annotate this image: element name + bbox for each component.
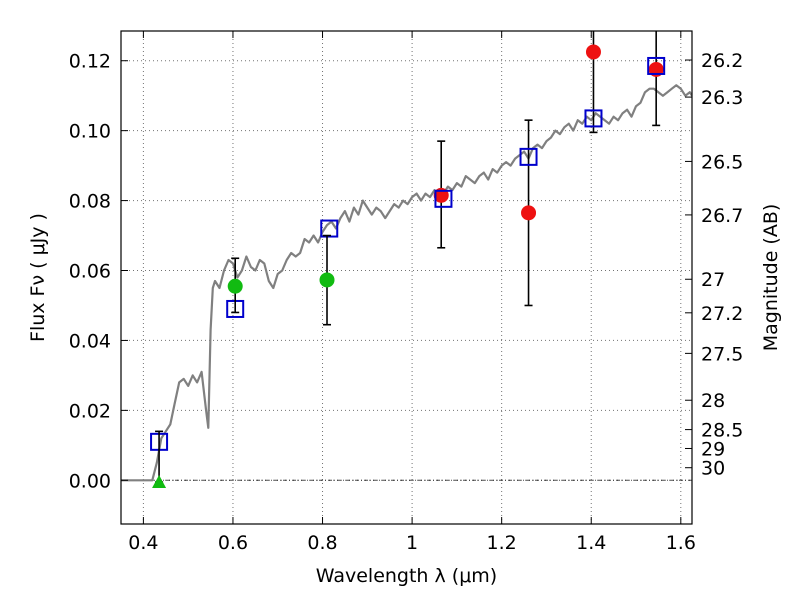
- magnitude-tick-label: 30: [701, 458, 725, 480]
- plot-area: [121, 31, 692, 489]
- x-tick-label: 1.2: [487, 532, 517, 554]
- series-3: [227, 234, 335, 326]
- y-tick-label: 0.00: [69, 470, 111, 492]
- model-band-point: [320, 219, 339, 238]
- x-tick-label: 0.4: [128, 532, 158, 554]
- x-axis-title: Wavelength λ (μm): [316, 565, 497, 587]
- right-axis-title: Magnitude (AB): [760, 204, 782, 352]
- magnitude-tick-label: 28.5: [701, 420, 743, 442]
- y-tick-label: 0.08: [69, 191, 111, 213]
- series-4: [152, 430, 167, 489]
- magnitude-tick-label: 26.5: [701, 151, 743, 173]
- x-tick-label: 1.4: [576, 532, 606, 554]
- y-tick-label: 0.12: [69, 51, 111, 73]
- magnitude-tick-label: 27: [701, 269, 725, 291]
- model-band-point: [519, 147, 538, 166]
- x-tick-label: 0.8: [307, 532, 337, 554]
- y-axis-title: Flux Fν ( μJy ): [27, 213, 49, 342]
- x-tick-label: 1: [406, 532, 418, 554]
- magnitude-tick-label: 27.2: [701, 303, 743, 325]
- plot-frame: [120, 30, 693, 525]
- magnitude-tick-label: 26.7: [701, 205, 743, 227]
- other-band-point: [227, 278, 243, 294]
- y-tick-label: 0.02: [69, 400, 111, 422]
- y-tick-label: 0.04: [69, 330, 111, 352]
- model-band-point: [434, 189, 453, 208]
- model-band-point: [584, 109, 603, 128]
- magnitude-tick-label: 26.2: [701, 50, 743, 72]
- y-tick-label: 0.06: [69, 261, 111, 283]
- other-band-point: [319, 272, 335, 288]
- x-tick-label: 0.6: [218, 532, 248, 554]
- x-tick-label: 1.6: [666, 532, 696, 554]
- upper-limit-point: [152, 475, 167, 489]
- observed-point: [585, 44, 601, 60]
- axis-ticks: 0.4 0.6 0.8 1 1.2 1.4 1.6 0.00 0.02 0.04 0.06 0.08 0…: [69, 31, 743, 554]
- observed-point: [521, 205, 537, 221]
- y-tick-label: 0.10: [69, 121, 111, 143]
- magnitude-tick-label: 29: [701, 438, 725, 460]
- magnitude-tick-label: 28: [701, 390, 725, 412]
- magnitude-tick-label: 26.3: [701, 87, 743, 109]
- magnitude-tick-label: 27.5: [701, 343, 743, 365]
- model-band-point: [647, 56, 666, 75]
